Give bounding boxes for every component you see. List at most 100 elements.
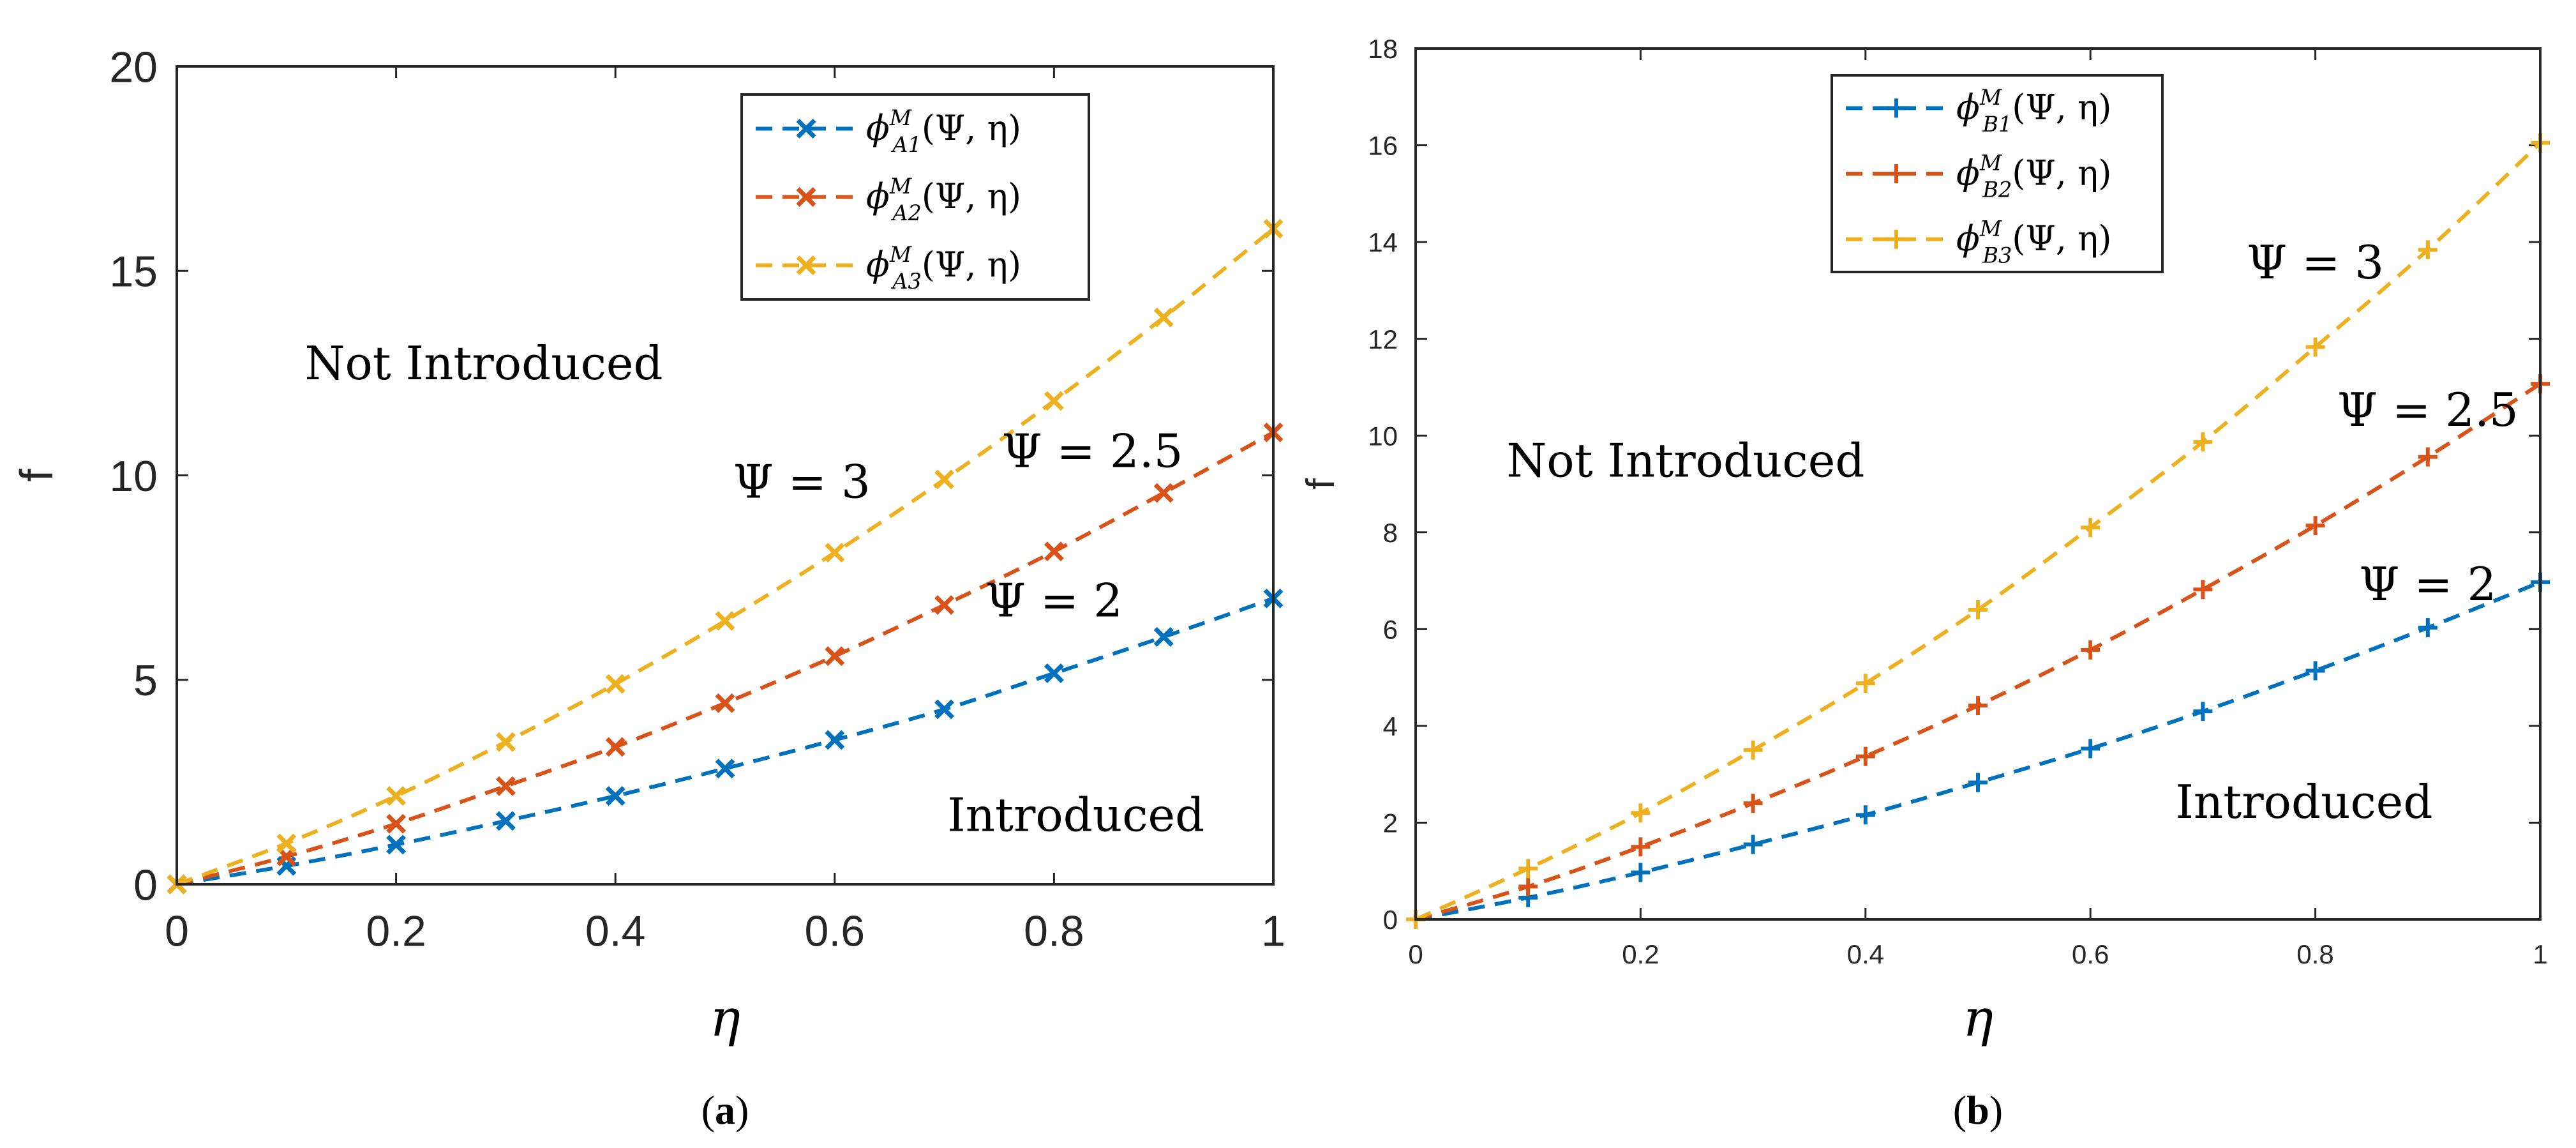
chart-b-annotations: Not Introduced Introduced Ψ = 3 Ψ = 2.5 Ψ = … xyxy=(1506,236,2518,829)
chart-a-x-tick-label: 0.8 xyxy=(1024,907,1084,956)
chart-a-series-3-point xyxy=(825,543,845,563)
chart-a-y-tick-label: 5 xyxy=(133,656,158,705)
chart-b-series-1-point xyxy=(2418,618,2437,638)
chart-a-series-3-point xyxy=(276,833,297,854)
chart-b-legend-marker-3 xyxy=(1887,229,1906,249)
chart-b-y-tick-label: 12 xyxy=(1368,324,1398,354)
chart-b-series-2-line xyxy=(1415,382,2542,921)
chart-b-series-3-point xyxy=(1518,859,1538,879)
chart-b-y-tick-label: 2 xyxy=(1383,808,1398,838)
chart-a-x-ticks: 0 0.2 0.4 0.6 0.8 1 xyxy=(165,66,1285,956)
chart-a-x-tick-label: 0.4 xyxy=(585,907,646,956)
chart-a-x-axis-label: η xyxy=(710,988,740,1048)
chart-a-series-2-point xyxy=(605,737,625,757)
chart-a-series-3-point xyxy=(1153,307,1174,328)
chart-b-legend: ϕM B1(Ψ, η) ϕM B2(Ψ, η) ϕM B3(Ψ, η) xyxy=(1831,74,2164,273)
chart-a-series-1-point xyxy=(605,786,625,806)
chart-b-y-tick-label: 0 xyxy=(1383,905,1398,935)
chart-a-legend-label-3: ϕM A3(Ψ, η) xyxy=(866,242,1021,294)
chart-b-series-2-point xyxy=(2081,640,2100,660)
chart-b-series-2-point xyxy=(1855,746,1875,766)
chart-b-panel-letter: b xyxy=(1966,1087,1989,1133)
chart-b-legend-label-3: ϕM B3(Ψ, η) xyxy=(1956,216,2111,268)
chart-a-series-3-point xyxy=(934,469,955,490)
chart-b-legend-marker-1 xyxy=(1887,98,1906,118)
chart-b-y-axis-label: f xyxy=(1299,478,1343,490)
chart-b-series-3-point xyxy=(2418,240,2437,260)
chart-b-legend-label-2: ϕM B2(Ψ, η) xyxy=(1956,151,2111,202)
chart-b-series-2-point xyxy=(1968,696,1988,716)
chart-a-annotation: Introduced xyxy=(947,789,1204,842)
chart-a-annotation: Ψ = 3 xyxy=(733,455,871,509)
chart-b-y-tick-label: 4 xyxy=(1383,711,1398,741)
chart-a-series-3-point xyxy=(605,674,625,694)
chart-b-y-tick-label: 14 xyxy=(1368,227,1398,257)
chart-a-x-tick-label: 1 xyxy=(1261,907,1285,956)
chart-b-legend-label-1: ϕM B1(Ψ, η) xyxy=(1956,85,2111,137)
chart-a-panel-label: (a) xyxy=(701,1087,749,1133)
chart-b-series-1-point xyxy=(2081,739,2100,759)
chart-b-series-3-point xyxy=(1743,740,1763,760)
chart-b-series-3-point xyxy=(1631,803,1651,823)
chart-b-panel-label: (b) xyxy=(1953,1087,2003,1133)
chart-b-series-3-line xyxy=(1414,141,2542,921)
chart-a-series-1-point xyxy=(495,811,516,831)
chart-b-y-tick-label: 8 xyxy=(1383,518,1398,548)
chart-a-series-1-point xyxy=(1044,663,1064,683)
chart-b-x-tick-label: 0.8 xyxy=(2296,939,2333,969)
chart-b-annotation: Not Introduced xyxy=(1506,434,1864,488)
chart-b-series-1-point xyxy=(2305,661,2325,681)
chart-a-series-2-point xyxy=(1044,541,1064,562)
chart-b-series-2-point xyxy=(1743,794,1763,813)
chart-a-x-tick-label: 0.2 xyxy=(366,907,426,956)
chart-b-x-tick-label: 0.6 xyxy=(2072,939,2109,969)
chart-b: 0 0.2 0.4 0.6 0.8 1 0 2 4 6 8 10 12 14 16 18 Not Intro… xyxy=(1299,34,2550,1133)
chart-b-series-2-point xyxy=(1518,877,1538,896)
chart-b-y-ticks: 0 2 4 6 8 10 12 14 16 18 xyxy=(1368,34,2540,935)
chart-b-series-3-point xyxy=(2305,337,2325,357)
chart-b-y-tick-label: 16 xyxy=(1368,131,1398,161)
chart-b-annotation: Ψ = 3 xyxy=(2247,236,2384,289)
chart-b-x-tick-label: 0.2 xyxy=(1622,939,1659,969)
chart-a-legend-marker-1 xyxy=(796,119,816,139)
chart-a-series xyxy=(167,218,1284,895)
chart-a-series-1-line xyxy=(176,596,1274,886)
chart-b-x-tick-label: 1 xyxy=(2533,939,2547,969)
chart-a-x-tick-label: 0.6 xyxy=(805,907,865,956)
chart-b-series-3-point xyxy=(2193,432,2213,452)
chart-a-annotation: Ψ = 2.5 xyxy=(1002,425,1183,478)
chart-a-x-tick-label: 0 xyxy=(165,907,189,956)
chart-b-series-1-point xyxy=(2193,702,2213,721)
chart-a-annotation: Not Introduced xyxy=(304,336,663,390)
chart-a-legend-label-1: ϕM A1(Ψ, η) xyxy=(866,105,1021,157)
chart-a-legend: ϕM A1(Ψ, η) ϕM A2(Ψ, η) ϕM A3(Ψ, η) xyxy=(740,93,1090,301)
chart-b-series-3-point xyxy=(1855,674,1875,693)
chart-a-series-3-line xyxy=(176,227,1275,886)
chart-b-series-3-point xyxy=(1968,600,1988,620)
chart-a: 0 0.2 0.4 0.6 0.8 1 0 5 10 15 20 Not Introduced In… xyxy=(11,43,1285,1133)
chart-b-x-tick-label: 0.4 xyxy=(1847,939,1884,969)
chart-b-plot-frame xyxy=(1414,47,2542,921)
chart-a-legend-marker-2 xyxy=(796,187,816,207)
chart-b-x-tick-label: 0 xyxy=(1408,939,1423,969)
chart-a-series-3-point xyxy=(386,786,407,806)
chart-a-series-1-point xyxy=(825,730,845,750)
chart-b-annotation: Introduced xyxy=(2175,775,2432,829)
chart-b-annotation: Ψ = 2.5 xyxy=(2337,383,2519,437)
chart-b-series-1-point xyxy=(1968,773,1988,792)
chart-b-legend-marker-2 xyxy=(1887,164,1906,183)
chart-a-y-ticks: 0 5 10 15 20 xyxy=(109,43,1273,909)
chart-b-x-axis-label: η xyxy=(1963,988,1993,1048)
chart-b-y-tick-label: 10 xyxy=(1368,421,1398,451)
chart-a-annotations: Not Introduced Introduced Ψ = 3 Ψ = 2.5 Ψ = … xyxy=(304,336,1204,842)
chart-a-series-2-point xyxy=(386,813,407,834)
chart-a-legend-marker-3 xyxy=(796,255,816,275)
chart-b-y-tick-label: 6 xyxy=(1383,614,1398,644)
chart-a-series-2-point xyxy=(495,776,516,796)
chart-b-annotation: Ψ = 2 xyxy=(2359,557,2496,611)
chart-a-legend-label-2: ϕM A2(Ψ, η) xyxy=(866,174,1021,225)
chart-a-series-1-point xyxy=(386,835,407,855)
chart-a-panel-letter: a xyxy=(715,1087,735,1133)
chart-a-series-3-point xyxy=(715,611,735,631)
